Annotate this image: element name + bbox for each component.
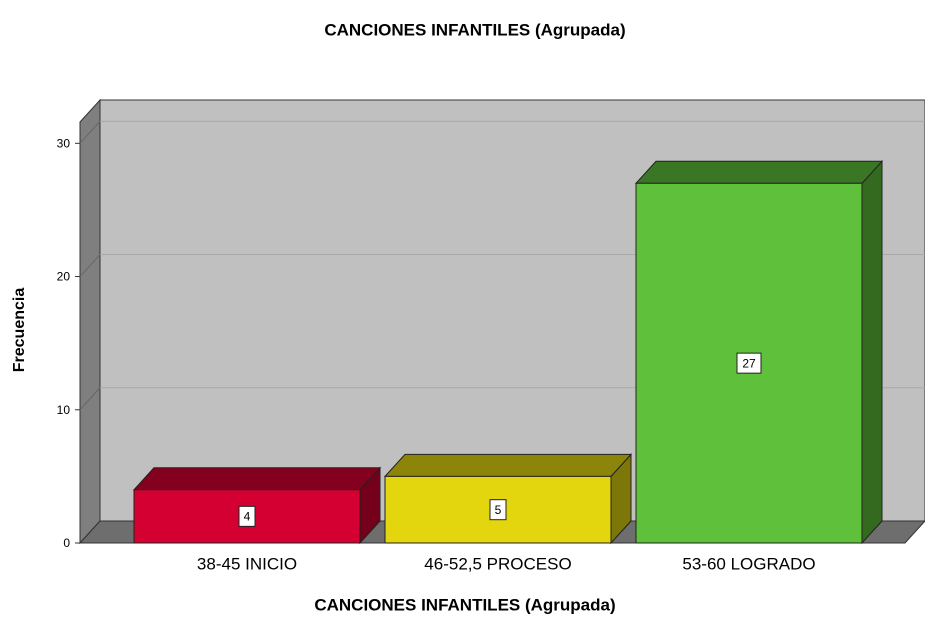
x-tick-label: 46-52,5 PROCESO [424, 554, 571, 573]
value-label-box [238, 505, 256, 527]
y-tick-label: 20 [57, 270, 71, 284]
y-axis-title: Frecuencia [11, 288, 28, 373]
value-label: 5 [495, 503, 502, 517]
y-tick-label: 30 [57, 136, 71, 150]
chart-title: CANCIONES INFANTILES (Agrupada) [324, 20, 625, 39]
x-tick-label: 38-45 INICIO [197, 554, 297, 573]
grid-line [79, 254, 101, 277]
bar-top [132, 467, 382, 491]
y-tick-label: 10 [57, 403, 71, 417]
grid-line [79, 120, 101, 144]
x-tick-label: 53-60 LOGRADO [682, 554, 815, 573]
bar-side [861, 159, 883, 545]
bar-top [634, 160, 884, 184]
value-label: 27 [742, 356, 756, 370]
side-wall [79, 98, 101, 545]
value-label: 4 [244, 510, 251, 524]
value-label-box [489, 499, 507, 521]
grid-line [79, 387, 101, 411]
bars: 4 5 27 [132, 159, 884, 545]
value-label-box [736, 352, 762, 374]
x-axis-title: CANCIONES INFANTILES (Agrupada) [314, 595, 615, 614]
bar-top [383, 453, 633, 477]
y-tick-label: 0 [63, 536, 70, 550]
